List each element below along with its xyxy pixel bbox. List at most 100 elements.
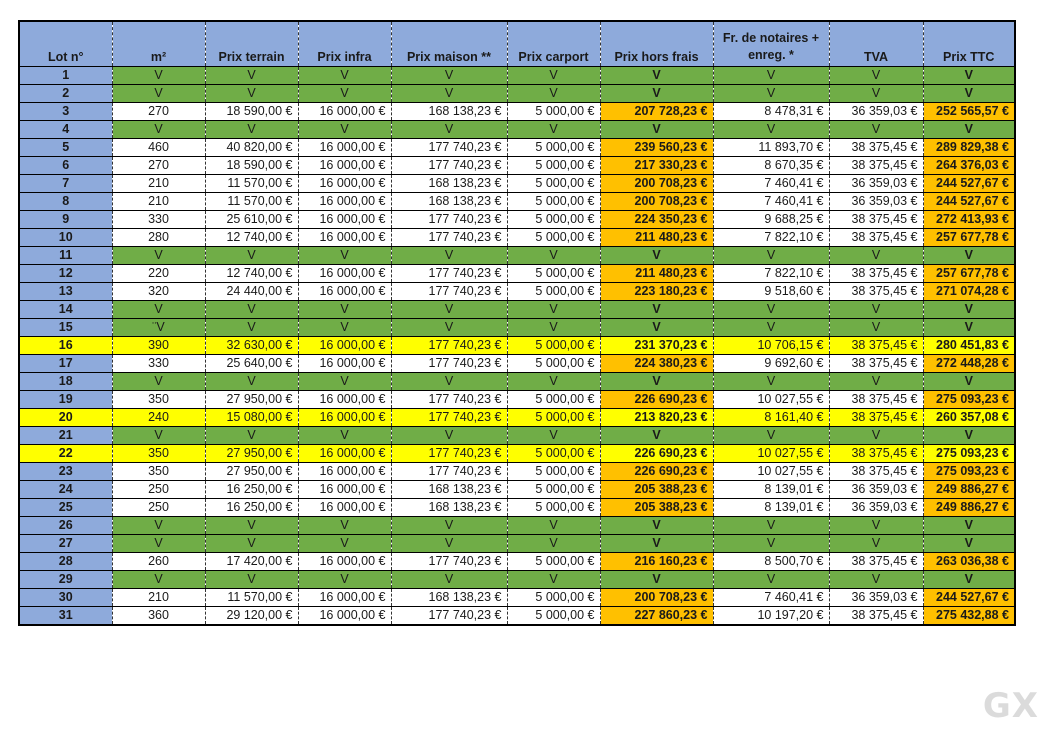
- price-excl-fees-cell: V: [599, 300, 714, 319]
- area-cell: 210: [111, 174, 206, 193]
- vat-cell: V: [828, 300, 924, 319]
- area-cell: 350: [111, 462, 206, 481]
- notary-fees-cell: 8 139,01 €: [712, 480, 830, 499]
- land-price-cell: 11 570,00 €: [204, 192, 299, 211]
- price-excl-fees-cell: V: [599, 570, 714, 589]
- area-cell: 240: [111, 408, 206, 427]
- house-price-cell: V: [390, 318, 508, 337]
- lot-number-cell: 30: [18, 588, 113, 607]
- lots-price-table: Lot n° m² Prix terrain Prix infra Prix m…: [18, 20, 1016, 626]
- col-header-area: m²: [111, 20, 206, 67]
- vat-cell: V: [828, 120, 924, 139]
- area-cell: 350: [111, 390, 206, 409]
- price-excl-fees-cell: 211 480,23 €: [599, 264, 714, 283]
- vat-cell: V: [828, 426, 924, 445]
- notary-fees-cell: 8 500,70 €: [712, 552, 830, 571]
- vat-cell: 36 359,03 €: [828, 498, 924, 517]
- lot-number-cell: 31: [18, 606, 113, 626]
- carport-price-cell: 5 000,00 €: [506, 210, 601, 229]
- house-price-cell: V: [390, 120, 508, 139]
- price-excl-fees-cell: V: [599, 426, 714, 445]
- lot-number-cell: 23: [18, 462, 113, 481]
- area-cell: V: [111, 534, 206, 553]
- infra-price-cell: V: [297, 120, 392, 139]
- house-price-cell: 168 138,23 €: [390, 102, 508, 121]
- land-price-cell: V: [204, 246, 299, 265]
- carport-price-cell: 5 000,00 €: [506, 336, 601, 355]
- notary-fees-cell: 10 027,55 €: [712, 462, 830, 481]
- infra-price-cell: 16 000,00 €: [297, 102, 392, 121]
- price-incl-tax-cell: 249 886,27 €: [922, 498, 1016, 517]
- area-cell: 220: [111, 264, 206, 283]
- lot-number-cell: 9: [18, 210, 113, 229]
- vat-cell: 38 375,45 €: [828, 210, 924, 229]
- price-excl-fees-cell: 231 370,23 €: [599, 336, 714, 355]
- price-incl-tax-cell: 244 527,67 €: [922, 192, 1016, 211]
- house-price-cell: 177 740,23 €: [390, 138, 508, 157]
- infra-price-cell: 16 000,00 €: [297, 138, 392, 157]
- notary-fees-cell: 8 161,40 €: [712, 408, 830, 427]
- price-excl-fees-cell: V: [599, 516, 714, 535]
- carport-price-cell: 5 000,00 €: [506, 588, 601, 607]
- land-price-cell: V: [204, 84, 299, 103]
- area-cell: V: [111, 516, 206, 535]
- table-row: 27 V V V V V V V V V: [18, 534, 1016, 553]
- price-incl-tax-cell: 263 036,38 €: [922, 552, 1016, 571]
- col-header-infra-price: Prix infra: [297, 20, 392, 67]
- infra-price-cell: V: [297, 300, 392, 319]
- house-price-cell: 177 740,23 €: [390, 336, 508, 355]
- house-price-cell: V: [390, 534, 508, 553]
- area-cell: 280: [111, 228, 206, 247]
- price-incl-tax-cell: 289 829,38 €: [922, 138, 1016, 157]
- price-incl-tax-cell: 272 413,93 €: [922, 210, 1016, 229]
- price-incl-tax-cell: 260 357,08 €: [922, 408, 1016, 427]
- vat-cell: 36 359,03 €: [828, 102, 924, 121]
- land-price-cell: 16 250,00 €: [204, 480, 299, 499]
- land-price-cell: 15 080,00 €: [204, 408, 299, 427]
- vat-cell: 38 375,45 €: [828, 156, 924, 175]
- col-header-house-price: Prix maison **: [390, 20, 508, 67]
- notary-fees-cell: 10 706,15 €: [712, 336, 830, 355]
- table-row: 22 350 27 950,00 €16 000,00 €177 740,23 €5…: [18, 444, 1016, 463]
- table-row: 3 270 18 590,00 €16 000,00 €168 138,23 €5 …: [18, 102, 1016, 121]
- price-excl-fees-cell: 200 708,23 €: [599, 588, 714, 607]
- area-cell: ¨V: [111, 318, 206, 337]
- table-row: 15 ¨V V V V V V V V V: [18, 318, 1016, 337]
- carport-price-cell: 5 000,00 €: [506, 228, 601, 247]
- price-incl-tax-cell: 257 677,78 €: [922, 264, 1016, 283]
- area-cell: 270: [111, 156, 206, 175]
- price-excl-fees-cell: 224 350,23 €: [599, 210, 714, 229]
- area-cell: V: [111, 300, 206, 319]
- vat-cell: 36 359,03 €: [828, 588, 924, 607]
- house-price-cell: 177 740,23 €: [390, 354, 508, 373]
- notary-fees-cell: V: [712, 66, 830, 85]
- col-header-carport-price: Prix carport: [506, 20, 601, 67]
- vat-cell: 38 375,45 €: [828, 228, 924, 247]
- notary-fees-cell: V: [712, 372, 830, 391]
- infra-price-cell: 16 000,00 €: [297, 606, 392, 626]
- price-excl-fees-cell: 211 480,23 €: [599, 228, 714, 247]
- infra-price-cell: 16 000,00 €: [297, 354, 392, 373]
- carport-price-cell: 5 000,00 €: [506, 606, 601, 626]
- lot-number-cell: 6: [18, 156, 113, 175]
- house-price-cell: V: [390, 570, 508, 589]
- land-price-cell: 24 440,00 €: [204, 282, 299, 301]
- price-incl-tax-cell: V: [922, 66, 1016, 85]
- table-row: 10 280 12 740,00 €16 000,00 €177 740,23 €5…: [18, 228, 1016, 247]
- lot-number-cell: 17: [18, 354, 113, 373]
- notary-fees-cell: 8 478,31 €: [712, 102, 830, 121]
- vat-cell: 38 375,45 €: [828, 444, 924, 463]
- lot-number-cell: 28: [18, 552, 113, 571]
- land-price-cell: V: [204, 318, 299, 337]
- house-price-cell: 168 138,23 €: [390, 174, 508, 193]
- area-cell: V: [111, 246, 206, 265]
- carport-price-cell: V: [506, 516, 601, 535]
- price-incl-tax-cell: V: [922, 120, 1016, 139]
- price-excl-fees-cell: V: [599, 534, 714, 553]
- vat-cell: 38 375,45 €: [828, 606, 924, 626]
- land-price-cell: 27 950,00 €: [204, 390, 299, 409]
- price-incl-tax-cell: 249 886,27 €: [922, 480, 1016, 499]
- carport-price-cell: V: [506, 570, 601, 589]
